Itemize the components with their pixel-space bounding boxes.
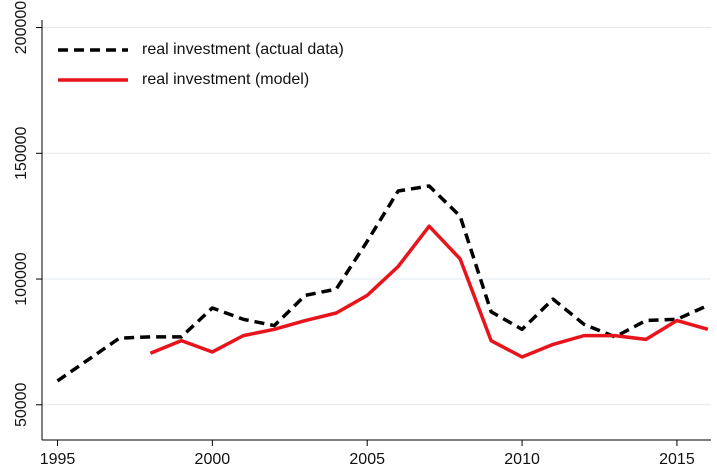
- legend-label: real investment (model): [142, 71, 309, 88]
- x-tick-label: 2005: [349, 451, 385, 468]
- line-series: [149, 224, 709, 359]
- x-tick-label: 2000: [195, 451, 231, 468]
- x-tick-label: 1995: [40, 451, 76, 468]
- y-tick-label: 50000: [13, 382, 30, 427]
- x-tick-label: 2015: [659, 451, 695, 468]
- x-tick-label: 2010: [504, 451, 540, 468]
- y-tick-label: 100000: [13, 252, 30, 305]
- y-tick-label: 200000: [13, 1, 30, 54]
- legend-label: real investment (actual data): [142, 41, 344, 58]
- y-tick-label: 150000: [13, 126, 30, 179]
- line-series: [56, 184, 709, 383]
